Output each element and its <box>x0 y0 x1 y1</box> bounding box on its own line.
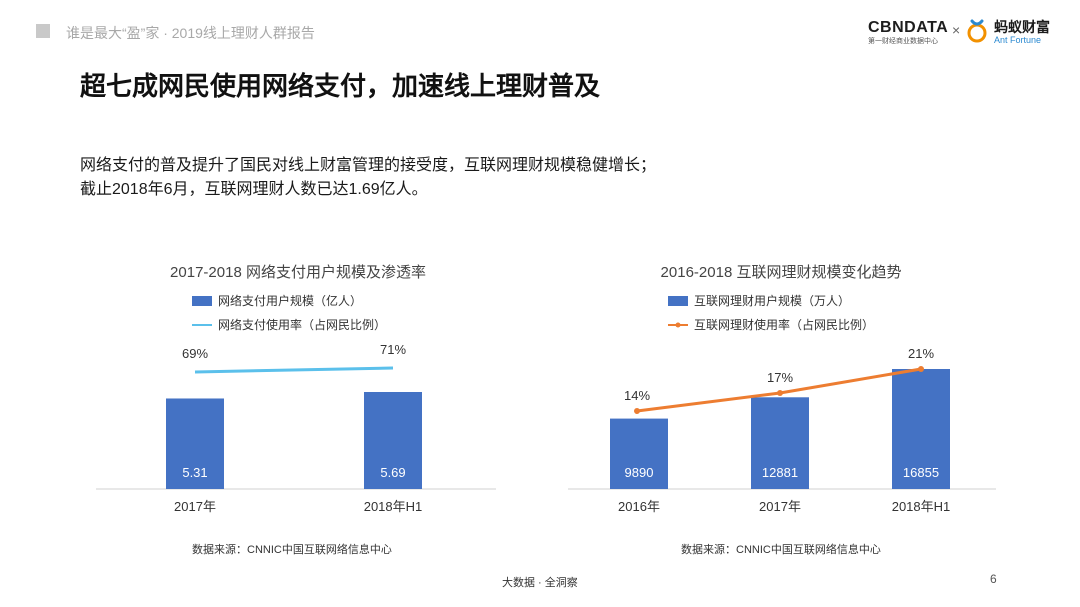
line-point <box>777 390 783 396</box>
x-tick-label: 2017年 <box>759 499 801 514</box>
chart1-source: 数据来源：CNNIC中国互联网络信息中心 <box>192 544 392 556</box>
bar-value-label: 12881 <box>762 465 798 480</box>
description-line-2: 截止2018年6月，互联网理财人数已达1.69亿人。 <box>80 181 428 198</box>
line-point <box>918 366 924 372</box>
legend-label-line: 网络支付使用率（占网民比例） <box>218 317 386 332</box>
ant-fortune-logo-icon <box>967 19 987 43</box>
line-value-label: 17% <box>767 370 793 385</box>
chart-title: 2016-2018 互联网理财规模变化趋势 <box>661 264 902 281</box>
x-tick-label: 2018年H1 <box>364 499 423 514</box>
chart2-source: 数据来源：CNNIC中国互联网络信息中心 <box>681 544 881 556</box>
bar-value-label: 16855 <box>903 465 939 480</box>
line-value-label: 69% <box>182 346 208 361</box>
bar <box>166 398 224 489</box>
ant-fortune-logo-cn: 蚂蚁财富 <box>994 19 1050 35</box>
footer-slogan: 大数据 · 全洞察 <box>502 577 578 589</box>
x-tick-label: 2017年 <box>174 499 216 514</box>
x-tick-label: 2016年 <box>618 499 660 514</box>
legend-swatch-bar <box>668 296 688 306</box>
bar <box>610 418 668 489</box>
series-line <box>636 367 922 413</box>
bar <box>892 369 950 489</box>
ant-fortune-logo: 蚂蚁财富 Ant Fortune <box>994 20 1050 45</box>
cbndata-logo-subtext: 第一财经商业数据中心 <box>868 38 938 45</box>
description: 网络支付的普及提升了国民对线上财富管理的接受度，互联网理财规模稳健增长； 截止2… <box>80 154 656 202</box>
line-value-label: 14% <box>624 388 650 403</box>
bar <box>751 397 809 489</box>
cbndata-logo: CBNDATA 第一财经商业数据中心 <box>868 19 949 46</box>
legend-swatch-marker <box>675 322 681 328</box>
chart-title: 2017-2018 网络支付用户规模及渗透率 <box>170 264 426 281</box>
series-line <box>194 366 394 374</box>
bar-value-label: 5.69 <box>380 465 405 480</box>
line-point <box>634 408 640 414</box>
logo-separator: × <box>952 22 961 38</box>
line-value-label: 21% <box>908 346 934 361</box>
report-title: 谁是最大“盈”家 · 2019线上理财人群报告 <box>66 25 315 41</box>
legend-label-bar: 网络支付用户规模（亿人） <box>218 293 362 308</box>
bar-value-label: 5.31 <box>182 465 207 480</box>
legend-swatch-bar <box>192 296 212 306</box>
bar-value-label: 9890 <box>625 465 654 480</box>
description-line-1: 网络支付的普及提升了国民对线上财富管理的接受度，互联网理财规模稳健增长； <box>80 157 657 174</box>
legend-label-line: 互联网理财使用率（占网民比例） <box>694 317 874 332</box>
x-tick-label: 2018年H1 <box>892 499 951 514</box>
bar <box>364 392 422 489</box>
line-value-label: 71% <box>380 342 406 357</box>
page-title: 超七成网民使用网络支付，加速线上理财普及 <box>80 71 601 101</box>
page-number: 6 <box>990 572 997 586</box>
cbndata-logo-text: CBNDATA <box>868 19 949 36</box>
legend-label-bar: 互联网理财用户规模（万人） <box>694 293 850 308</box>
ant-fortune-logo-en: Ant Fortune <box>994 35 1042 45</box>
header-square-icon <box>36 24 50 38</box>
